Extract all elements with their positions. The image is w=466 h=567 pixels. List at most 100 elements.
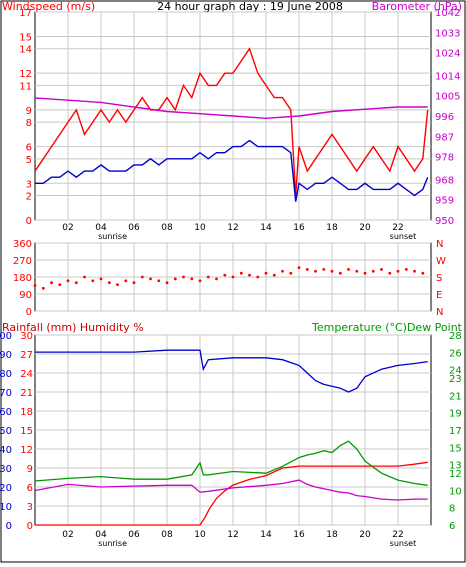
rainfall-tick-label: 30: [20, 331, 33, 342]
wind-direction-point: [173, 277, 177, 281]
wind-direction-point: [124, 279, 128, 283]
panel3-series-line: [35, 349, 428, 393]
panel1-y-tick-label: 5: [26, 155, 32, 166]
wind-axis-title: Windspeed (m/s): [2, 0, 95, 13]
wind-direction-point: [182, 275, 185, 279]
temperature-tick-label: 21: [449, 391, 462, 402]
panel1-x-tick-label: 18: [326, 223, 338, 233]
panel3-x-tick-label: 02: [62, 530, 73, 540]
rainfall-tick-label: 21: [20, 388, 33, 399]
panel1-y-tick-label: 11: [19, 81, 32, 92]
humidity-tick-label: 90: [0, 350, 12, 361]
wind-direction-point: [289, 271, 293, 275]
wind-direction-point: [404, 268, 408, 271]
wind-direction-point: [231, 275, 235, 279]
wind-direction-point: [140, 275, 144, 279]
wind-direction-point: [91, 279, 95, 283]
wind-direction-point: [347, 268, 350, 271]
wind-direction-point: [223, 273, 227, 277]
panel1-x-tick-label: 20: [359, 223, 371, 233]
humidity-tick-label: 10: [0, 502, 12, 513]
wind-direction-point: [388, 271, 392, 275]
rain-humidity-axis-title: Rainfall (mm) Humidity %: [2, 321, 144, 334]
wind-direction-point: [99, 277, 103, 281]
wind-direction-point: [157, 279, 161, 283]
panel3-x-tick-label: 20: [359, 530, 371, 540]
rainfall-tick-label: 9: [27, 464, 33, 475]
chart-title: 24 hour graph day : 19 June 2008: [157, 0, 343, 13]
panel2-compass-label: S: [436, 273, 442, 284]
panel3-x-tick-label: 08: [161, 530, 173, 540]
panel1-series-line: [34, 47, 429, 196]
wind-direction-point: [58, 283, 62, 286]
panel3-x-annotation: sunrise: [98, 539, 127, 548]
wind-direction-point: [256, 275, 260, 279]
rainfall-tick-label: 27: [20, 350, 33, 361]
temperature-tick-label: 8: [449, 504, 455, 515]
panel1-x-tick-label: 08: [161, 223, 173, 233]
wind-direction-point: [421, 271, 425, 275]
humidity-tick-label: 50: [0, 426, 12, 437]
humidity-tick-label: 70: [0, 388, 12, 399]
temp-dew-axis-title: Temperature (°C)Dew Point: [311, 321, 463, 334]
panel1-x-tick-label: 22: [392, 223, 403, 233]
panel3-x-tick-label: 18: [326, 530, 338, 540]
panel2-compass-label: N: [436, 239, 443, 250]
panel1-y-tick-label: 2: [26, 192, 32, 203]
wind-direction-point: [66, 279, 70, 283]
wind-direction-point: [83, 275, 86, 279]
panel3-series-line: [34, 479, 428, 501]
temperature-tick-label: 26: [449, 348, 462, 359]
panel1-y-tick-label: 12: [19, 69, 32, 80]
wind-direction-point: [165, 281, 169, 285]
temperature-tick-label: 24: [449, 366, 462, 377]
panel1-x-tick-label: 12: [227, 223, 238, 233]
humidity-tick-label: 60: [0, 407, 12, 418]
rainfall-tick-label: 3: [27, 502, 33, 513]
panel1-y2-tick-label: 1024: [435, 49, 460, 60]
temperature-tick-label: 13: [449, 461, 462, 472]
humidity-tick-label: 40: [0, 445, 12, 456]
temperature-tick-label: 6: [449, 521, 455, 532]
panel3-x-tick-label: 12: [227, 530, 238, 540]
panel3-x-annotation: sunset: [390, 539, 417, 548]
wind-direction-point: [281, 269, 284, 273]
temperature-tick-label: 23: [449, 374, 462, 385]
wind-direction-point: [33, 284, 37, 287]
panel1-x-annotation: sunrise: [98, 232, 127, 241]
wind-direction-point: [413, 269, 416, 273]
panel1-y2-tick-label: 1005: [435, 92, 460, 103]
panel2-compass-label: N: [436, 307, 443, 318]
wind-direction-point: [338, 271, 342, 275]
rainfall-tick-label: 18: [20, 407, 33, 418]
panel1-x-tick-label: 10: [194, 223, 206, 233]
wind-direction-point: [314, 269, 317, 273]
rainfall-tick-label: 24: [20, 369, 33, 380]
wind-direction-point: [330, 269, 334, 273]
wind-direction-point: [396, 269, 400, 273]
panel1-series-line: [35, 139, 429, 202]
panel1-y2-tick-label: 968: [435, 175, 454, 186]
panel3-x-tick-label: 10: [194, 530, 206, 540]
wind-direction-point: [50, 281, 53, 285]
humidity-tick-label: 80: [0, 369, 12, 380]
panel1-y-tick-label: 14: [19, 45, 32, 56]
wind-direction-point: [380, 268, 383, 271]
panel1-y-tick-label: 0: [26, 216, 32, 227]
humidity-tick-label: 100: [0, 331, 12, 342]
humidity-tick-label: 20: [0, 483, 12, 494]
barometer-axis-title: Barometer (hPa): [372, 0, 462, 13]
panel1-y2-tick-label: 1042: [435, 8, 460, 19]
panel1-y2-tick-label: 987: [435, 132, 454, 143]
wind-direction-point: [363, 271, 367, 275]
panel2-y-tick-label: 90: [19, 290, 32, 301]
temperature-tick-label: 10: [449, 486, 462, 497]
temperature-tick-label: 28: [449, 331, 462, 342]
temperature-tick-label: 15: [449, 443, 462, 454]
wind-direction-point: [132, 281, 136, 285]
panel1-y2-tick-label: 1033: [435, 28, 460, 39]
wind-direction-point: [264, 271, 268, 275]
panel2-y-tick-label: 360: [13, 239, 32, 250]
panel3-x-tick-label: 06: [128, 530, 140, 540]
